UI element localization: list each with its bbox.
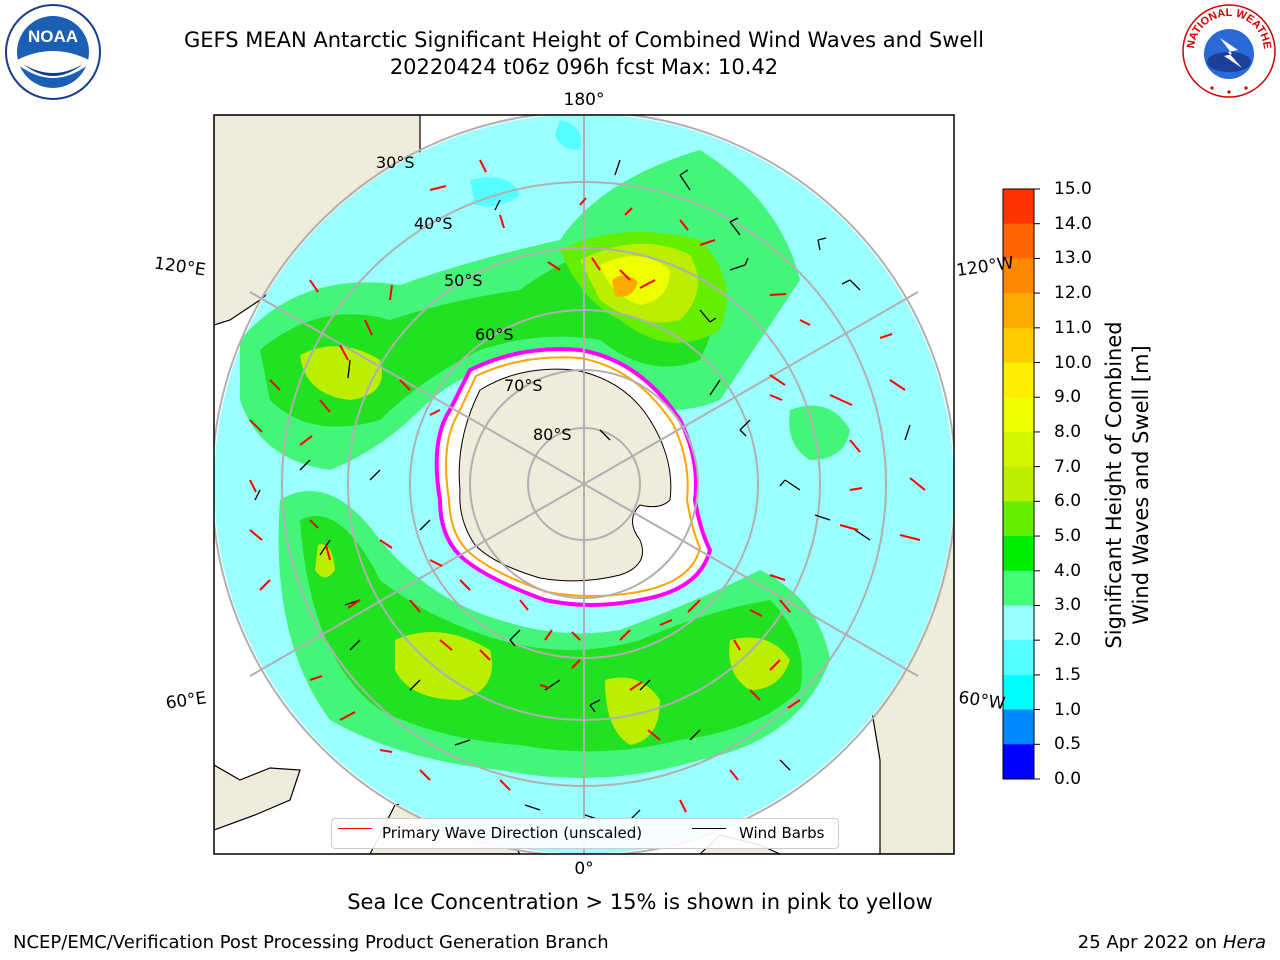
colorbar-swatch [1003,466,1034,502]
sea-ice-edge-inner [445,356,702,597]
noaa-logo-text: NOAA [28,27,78,46]
colorbar-swatch [1003,640,1034,676]
colorbar-swatch [1003,258,1034,294]
wave-direction-swatch [338,828,372,829]
legend-wind-barbs: Wind Barbs [739,824,825,842]
colorbar-tick-label: 0.5 [1054,734,1082,755]
colorbar-tick-label: 8.0 [1054,421,1082,442]
sea-ice-caption: Sea Ice Concentration > 15% is shown in … [347,890,933,914]
lon-label-60w: 60°W [957,688,1006,714]
colorbar-swatch [1003,674,1034,711]
colorbar [1002,188,1040,780]
colorbar-label-line2: Wind Waves and Swell [m] [1129,345,1153,625]
colorbar-tick-label: 13.0 [1054,248,1092,269]
colorbar-tick-label: 6.0 [1054,491,1082,512]
lat-label-60s: 60°S [475,325,514,344]
colorbar-tick-label: 11.0 [1054,317,1092,338]
colorbar-swatch [1003,536,1034,572]
wind-barb-swatch [692,828,726,829]
colorbar-tick-label: 10.0 [1054,352,1092,373]
colorbar-tick-label: 0.0 [1054,769,1082,789]
colorbar-swatch [1003,362,1034,398]
footer-date-text: 25 Apr 2022 on [1077,932,1223,953]
footer-host: Hera [1222,932,1266,953]
lat-label-50s: 50°S [444,271,483,290]
colorbar-swatch [1003,605,1034,641]
legend-wave-direction: Primary Wave Direction (unscaled) [382,824,643,842]
graticule [214,115,954,854]
colorbar-tick-label: 15.0 [1054,179,1092,199]
wave-height-fields [240,120,850,778]
lon-label-60e: 60°E [165,688,208,713]
colorbar-frame [1002,188,1035,780]
colorbar-label-line1: Significant Height of Combined [1102,321,1126,649]
lon-label-0: 0° [574,859,593,879]
nws-logo: NATIONAL WEATHER SERVICE [1180,2,1276,98]
colorbar-tick-label: 14.0 [1054,213,1092,234]
chart-subtitle: 20220424 t06z 096h fcst Max: 10.42 [389,55,779,79]
colorbar-swatch [1003,223,1034,259]
colorbar-tick-label: 1.5 [1054,664,1082,685]
chart-title: GEFS MEAN Antarctic Significant Height o… [183,28,985,52]
footer-credit: NCEP/EMC/Verification Post Processing Pr… [13,932,609,953]
colorbar-tick-label: 1.0 [1054,699,1082,720]
colorbar-swatch [1003,293,1034,329]
colorbar-swatch [1003,397,1034,433]
colorbar-tick-label: 3.0 [1054,595,1082,616]
colorbar-tick-label: 2.0 [1054,630,1082,651]
colorbar-swatch [1003,431,1034,468]
wave-direction-arrows [249,159,926,813]
lat-label-40s: 40°S [414,214,453,233]
colorbar-swatch [1003,501,1034,537]
colorbar-swatch [1003,327,1034,364]
lat-label-80s: 80°S [533,425,572,444]
lat-label-30s: 30°S [376,153,415,172]
colorbar-tick-label: 4.0 [1054,560,1082,581]
colorbar-tick-label: 5.0 [1054,526,1082,547]
colorbar-tick-label: 12.0 [1054,283,1092,304]
lat-label-70s: 70°S [504,376,543,395]
noaa-logo: NOAA [5,4,101,100]
lon-label-180: 180° [564,90,605,110]
colorbar-tick-label: 9.0 [1054,387,1082,408]
lon-label-120e: 120°E [153,253,207,280]
colorbar-tick-label: 7.0 [1054,456,1082,477]
colorbar-swatch [1003,709,1034,745]
map-legend: Primary Wave Direction (unscaled) Wind B… [331,818,839,849]
colorbar-swatch [1003,570,1034,606]
footer-date: 25 Apr 2022 on Hera [1078,932,1266,953]
colorbar-swatch [1003,744,1034,780]
colorbar-swatch [1003,189,1034,225]
sea-ice-edge-outer [434,347,713,607]
